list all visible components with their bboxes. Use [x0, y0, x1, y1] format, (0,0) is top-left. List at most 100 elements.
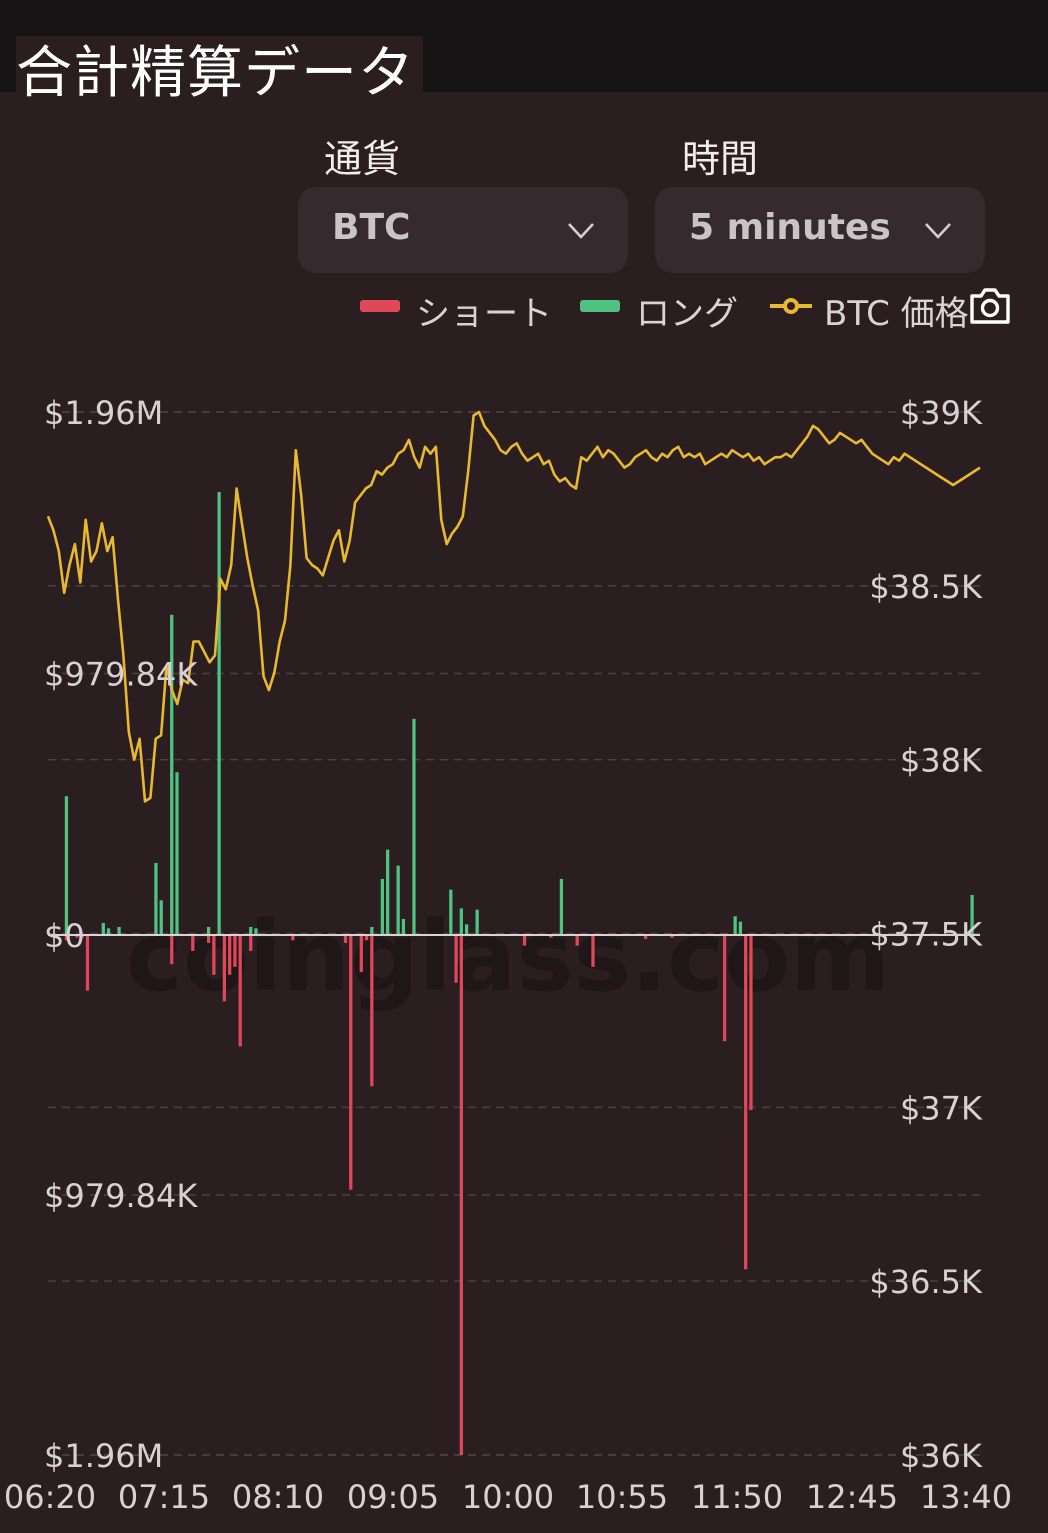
right-axis-tick-label: $37K: [900, 1089, 983, 1127]
short-bar[interactable]: [291, 935, 295, 941]
right-axis-tick-label: $36.5K: [869, 1263, 983, 1301]
x-axis-tick-label: 09:05: [347, 1478, 439, 1516]
long-bar[interactable]: [459, 908, 463, 935]
long-bar[interactable]: [559, 878, 564, 935]
short-bar[interactable]: [233, 935, 237, 967]
short-bar[interactable]: [749, 935, 753, 1111]
short-bar[interactable]: [75, 935, 79, 938]
short-bar[interactable]: [249, 935, 253, 951]
left-axis: $1.96M $979.84K $0 $979.84K $1.96M: [44, 394, 198, 1475]
long-bar[interactable]: [412, 718, 416, 935]
left-axis-tick-label: $1.96M: [44, 1437, 163, 1475]
short-bar[interactable]: [359, 935, 363, 973]
price-line-swatch: [770, 298, 812, 314]
long-bar[interactable]: [449, 889, 453, 935]
long-bar[interactable]: [117, 926, 121, 935]
long-bar[interactable]: [64, 796, 69, 935]
long-bar[interactable]: [217, 492, 221, 935]
currency-label: 通貨: [324, 137, 401, 181]
left-axis-tick-label: $979.84K: [44, 656, 198, 694]
short-bar[interactable]: [575, 935, 579, 946]
long-bar[interactable]: [370, 926, 374, 935]
short-bar[interactable]: [212, 935, 216, 975]
short-bar[interactable]: [191, 935, 195, 951]
right-axis-tick-label: $39K: [900, 394, 983, 432]
short-bar[interactable]: [222, 935, 227, 1002]
left-axis-tick-label: $0: [44, 917, 85, 955]
bars-group: [64, 492, 974, 1455]
short-bar[interactable]: [206, 935, 211, 943]
short-bar[interactable]: [80, 935, 84, 938]
long-bar[interactable]: [385, 849, 390, 935]
left-axis-tick-label: $1.96M: [44, 394, 163, 432]
long-bar[interactable]: [101, 922, 105, 935]
long-bar[interactable]: [380, 878, 384, 935]
short-bar[interactable]: [228, 935, 232, 975]
x-axis: 06:20 07:15 08:10 09:05 10:00 10:55 11:50 12:45…: [4, 1478, 1012, 1516]
short-bar[interactable]: [370, 935, 374, 1087]
left-axis-tick-label: $979.84K: [44, 1177, 198, 1215]
short-bar[interactable]: [364, 935, 369, 941]
page-title: 合計精算データ: [16, 36, 423, 112]
short-bar[interactable]: [349, 935, 353, 1190]
watermark-text: coinglass.com: [126, 901, 890, 1013]
short-bar[interactable]: [238, 935, 242, 1047]
right-axis-tick-label: $37.5K: [869, 916, 983, 954]
long-bar[interactable]: [401, 918, 406, 935]
short-bar[interactable]: [591, 935, 595, 967]
long-bar[interactable]: [738, 921, 743, 935]
liquidation-chart: coinglass.com $1.96M$979.84K$0$979.84K$1…: [4, 394, 1012, 1516]
btc-price-line[interactable]: [46, 410, 981, 803]
long-bar[interactable]: [175, 772, 179, 935]
long-swatch: [580, 300, 620, 312]
legend-label-long: ロング: [636, 294, 738, 334]
short-bar[interactable]: [644, 935, 648, 939]
currency-select-value: BTC: [332, 207, 411, 248]
short-bar[interactable]: [522, 935, 527, 946]
long-bar[interactable]: [475, 909, 479, 935]
short-swatch: [360, 300, 400, 312]
x-axis-tick-label: 06:20: [4, 1478, 96, 1516]
short-bar[interactable]: [170, 935, 174, 965]
short-bar[interactable]: [670, 935, 674, 938]
long-bar[interactable]: [254, 928, 258, 935]
right-axis: $39K $38.5K $38K $37.5K $37K $36.5K $36K: [869, 394, 983, 1475]
long-bar[interactable]: [464, 924, 469, 935]
short-bar[interactable]: [549, 935, 553, 938]
chart-legend: ショート ロング BTC 価格: [0, 284, 1048, 334]
short-bar[interactable]: [722, 935, 727, 1042]
long-bar[interactable]: [733, 916, 737, 935]
long-bar[interactable]: [396, 865, 400, 935]
short-bar[interactable]: [459, 935, 463, 1455]
short-bar[interactable]: [744, 935, 748, 1270]
x-axis-tick-label: 11:50: [691, 1478, 783, 1516]
long-bar[interactable]: [154, 862, 158, 935]
short-bar[interactable]: [343, 935, 348, 943]
short-bar[interactable]: [64, 935, 69, 941]
long-bar[interactable]: [970, 894, 974, 935]
long-bar[interactable]: [206, 926, 211, 935]
right-axis-tick-label: $36K: [900, 1437, 983, 1475]
x-axis-tick-label: 12:45: [806, 1478, 898, 1516]
right-axis-tick-label: $38.5K: [869, 568, 983, 606]
camera-icon[interactable]: [968, 286, 1012, 326]
long-bar[interactable]: [170, 614, 174, 935]
short-bar[interactable]: [454, 935, 458, 983]
x-axis-tick-label: 10:00: [462, 1478, 554, 1516]
legend-label-price: BTC 価格: [824, 294, 969, 334]
x-axis-tick-label: 13:40: [920, 1478, 1012, 1516]
interval-label: 時間: [682, 137, 759, 181]
right-axis-tick-label: $38K: [900, 742, 983, 780]
currency-select[interactable]: BTC: [298, 187, 628, 273]
x-axis-tick-label: 08:10: [232, 1478, 324, 1516]
legend-label-short: ショート: [416, 294, 552, 334]
x-axis-tick-label: 07:15: [118, 1478, 210, 1516]
interval-select-value: 5 minutes: [689, 207, 891, 248]
long-bar[interactable]: [106, 928, 111, 935]
short-bar[interactable]: [85, 935, 90, 991]
long-bar[interactable]: [159, 900, 163, 935]
x-axis-tick-label: 10:55: [576, 1478, 668, 1516]
chevron-down-icon: [925, 223, 951, 239]
interval-select[interactable]: 5 minutes: [655, 187, 985, 273]
long-bar[interactable]: [249, 926, 253, 935]
